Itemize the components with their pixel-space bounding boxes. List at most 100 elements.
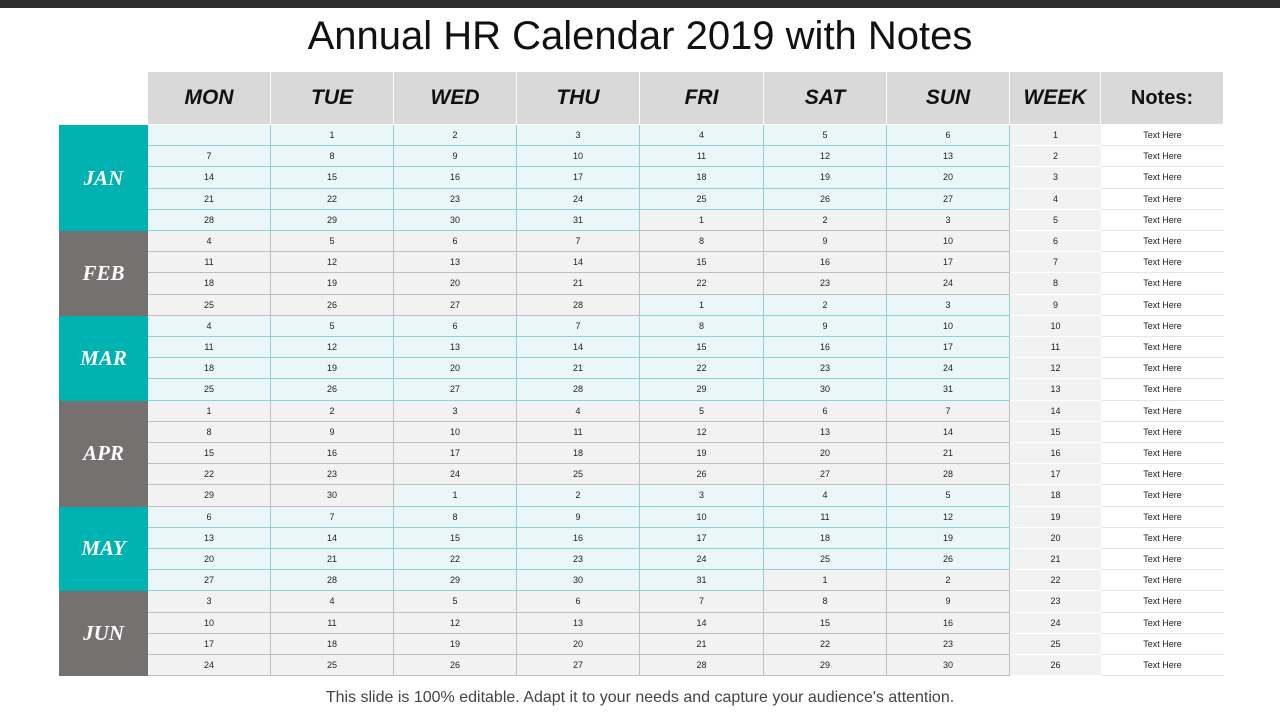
note-cell: Text Here: [1101, 655, 1224, 677]
day-cell: 11: [148, 337, 271, 359]
day-cell: 2: [764, 294, 887, 316]
day-cell: 25: [517, 464, 640, 486]
day-cell: 10: [517, 146, 640, 168]
day-cell: 1: [640, 209, 764, 231]
day-cell: 6: [394, 315, 517, 337]
day-cell: 27: [148, 570, 271, 592]
day-cell: 18: [271, 633, 394, 655]
day-cell: 8: [640, 315, 764, 337]
day-cell: 25: [764, 549, 887, 571]
week-number: 8: [1010, 273, 1101, 295]
day-cell: 20: [887, 167, 1010, 189]
week-number: 10: [1010, 315, 1101, 337]
note-cell: Text Here: [1101, 273, 1224, 295]
day-cell: 6: [394, 231, 517, 253]
day-cell: 3: [394, 400, 517, 422]
day-cell: 2: [887, 570, 1010, 592]
week-number: 22: [1010, 570, 1101, 592]
week-number: 7: [1010, 252, 1101, 274]
day-cell: 26: [271, 294, 394, 316]
day-cell: 5: [764, 125, 887, 147]
week-number: 23: [1010, 591, 1101, 613]
month-label-may: MAY: [59, 506, 148, 592]
day-cell: 17: [148, 633, 271, 655]
day-cell: 7: [640, 591, 764, 613]
day-cell: 10: [887, 231, 1010, 253]
day-cell: 28: [271, 570, 394, 592]
day-cell: 20: [148, 549, 271, 571]
day-cell: 15: [640, 252, 764, 274]
day-cell: 4: [517, 400, 640, 422]
day-cell: 26: [887, 549, 1010, 571]
day-cell: 30: [271, 485, 394, 507]
day-cell: 26: [394, 655, 517, 677]
day-cell: 13: [517, 612, 640, 634]
note-cell: Text Here: [1101, 443, 1224, 465]
week-number: 9: [1010, 294, 1101, 316]
day-cell: 15: [764, 612, 887, 634]
note-cell: Text Here: [1101, 167, 1224, 189]
note-cell: Text Here: [1101, 527, 1224, 549]
day-cell: 11: [764, 506, 887, 528]
day-cell: 21: [271, 549, 394, 571]
day-cell: 12: [271, 337, 394, 359]
day-cell: 29: [148, 485, 271, 507]
day-cell: 21: [517, 273, 640, 295]
day-cell: 16: [394, 167, 517, 189]
day-cell: 5: [394, 591, 517, 613]
day-cell: 14: [640, 612, 764, 634]
day-cell: 23: [394, 188, 517, 210]
day-cell: 8: [148, 421, 271, 443]
week-number: 2: [1010, 146, 1101, 168]
note-cell: Text Here: [1101, 591, 1224, 613]
day-cell: 31: [640, 570, 764, 592]
day-cell: 24: [394, 464, 517, 486]
day-cell: 1: [764, 570, 887, 592]
day-cell: 7: [517, 315, 640, 337]
day-cell: 22: [271, 188, 394, 210]
top-bar: [0, 0, 1280, 8]
day-cell: 21: [887, 443, 1010, 465]
day-cell: 25: [640, 188, 764, 210]
day-cell: 22: [394, 549, 517, 571]
day-cell: 6: [764, 400, 887, 422]
day-cell: 23: [887, 633, 1010, 655]
note-cell: Text Here: [1101, 209, 1224, 231]
day-cell: 21: [640, 633, 764, 655]
day-cell: 13: [394, 337, 517, 359]
day-cell: 28: [517, 379, 640, 401]
day-cell: 24: [640, 549, 764, 571]
day-cell: 26: [764, 188, 887, 210]
day-cell: 15: [640, 337, 764, 359]
day-cell: 27: [394, 294, 517, 316]
day-cell: 26: [271, 379, 394, 401]
day-cell: 27: [887, 188, 1010, 210]
day-cell: 3: [887, 294, 1010, 316]
day-cell: 22: [640, 273, 764, 295]
day-cell: 16: [764, 337, 887, 359]
note-cell: Text Here: [1101, 549, 1224, 571]
day-cell: 19: [271, 358, 394, 380]
day-cell: 20: [394, 358, 517, 380]
day-cell: 6: [148, 506, 271, 528]
day-cell: 10: [640, 506, 764, 528]
day-cell: 3: [148, 591, 271, 613]
day-cell: 23: [764, 273, 887, 295]
week-number: 6: [1010, 231, 1101, 253]
day-cell: 29: [640, 379, 764, 401]
day-cell: 6: [517, 591, 640, 613]
day-cell: 20: [517, 633, 640, 655]
day-cell: 28: [640, 655, 764, 677]
day-cell: 19: [271, 273, 394, 295]
day-cell: 2: [394, 125, 517, 147]
day-cell: 18: [640, 167, 764, 189]
day-cell: 17: [394, 443, 517, 465]
day-cell: 31: [517, 209, 640, 231]
day-cell: 17: [517, 167, 640, 189]
day-cell: 17: [887, 337, 1010, 359]
note-cell: Text Here: [1101, 188, 1224, 210]
day-cell: 1: [271, 125, 394, 147]
day-cell: 1: [394, 485, 517, 507]
page-title: Annual HR Calendar 2019 with Notes: [307, 14, 973, 58]
day-cell: 30: [887, 655, 1010, 677]
